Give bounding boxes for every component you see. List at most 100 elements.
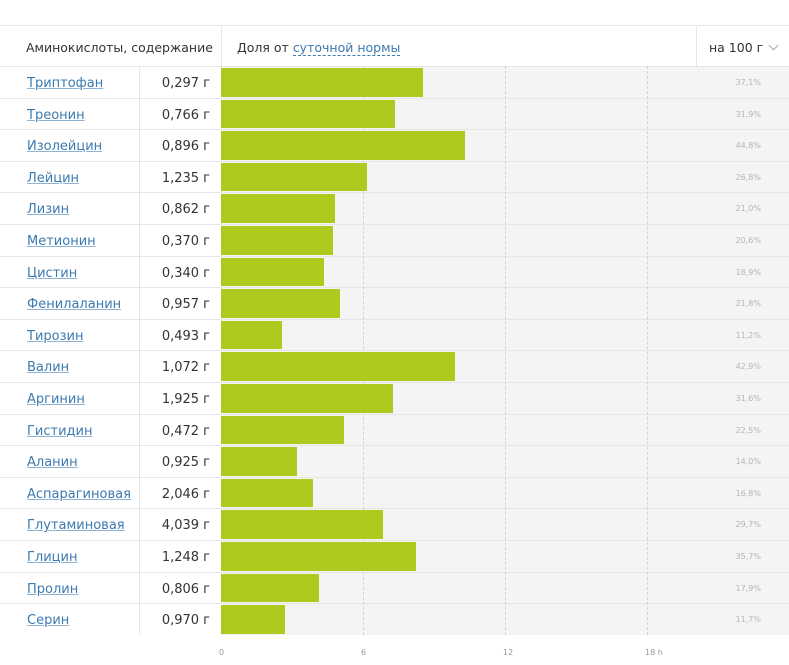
amino-acid-link[interactable]: Серин bbox=[27, 613, 70, 629]
column-divider bbox=[139, 604, 140, 635]
table-row: Гистидин 0,472 г 22,5% bbox=[0, 413, 789, 446]
amino-acid-amount: 0,957 г bbox=[161, 297, 210, 313]
column-divider bbox=[139, 98, 140, 130]
bar-track bbox=[221, 604, 789, 635]
amino-acid-link[interactable]: Валин bbox=[27, 360, 70, 376]
amino-acid-link[interactable]: Метионин bbox=[27, 234, 96, 249]
bar-track bbox=[221, 446, 789, 477]
amino-acid-link[interactable]: Аланин bbox=[27, 455, 78, 471]
header-amino-acids: Аминокислоты, содержание bbox=[26, 40, 213, 55]
daily-share-label: 21,0% bbox=[735, 204, 761, 214]
daily-share-label: 11,7% bbox=[735, 615, 761, 625]
amino-acid-link[interactable]: Цистин bbox=[27, 265, 78, 281]
table-row: Пролин 0,806 г 17,9% bbox=[0, 571, 789, 604]
daily-share-label: 29,7% bbox=[735, 520, 761, 530]
column-divider bbox=[139, 351, 140, 382]
bar-track bbox=[221, 67, 789, 98]
header-divider bbox=[696, 26, 697, 66]
column-divider bbox=[139, 319, 140, 351]
header-divider bbox=[221, 26, 222, 66]
column-divider bbox=[139, 383, 140, 414]
bar-track bbox=[221, 383, 789, 414]
x-tick-label: 0 bbox=[219, 648, 225, 657]
amino-acid-link[interactable]: Изолейцин bbox=[27, 139, 103, 155]
table-row: Метионин 0,370 г 20,6% bbox=[0, 224, 789, 256]
amino-acid-amount: 0,766 г bbox=[161, 107, 210, 123]
bar-track bbox=[221, 225, 789, 256]
amino-acid-link[interactable]: Фенилаланин bbox=[27, 297, 122, 313]
table-header: Аминокислоты, содержание Доля от суточно… bbox=[0, 26, 789, 66]
daily-share-label: 20,6% bbox=[735, 236, 761, 245]
bar-track bbox=[221, 477, 789, 509]
amino-acid-amount: 1,235 г bbox=[161, 170, 210, 186]
daily-share-label: 14,0% bbox=[735, 457, 761, 467]
table-row: Глицин 1,248 г 35,7% bbox=[0, 540, 789, 572]
column-divider bbox=[139, 446, 140, 477]
bar-track bbox=[221, 98, 789, 130]
amino-acid-link[interactable]: Лейцин bbox=[27, 170, 80, 186]
daily-share-label: 18,9% bbox=[735, 267, 761, 277]
bar-track bbox=[221, 541, 789, 572]
daily-share-label: 37,1% bbox=[735, 78, 761, 87]
column-divider bbox=[139, 477, 140, 509]
column-divider bbox=[139, 414, 140, 446]
table-row: Лизин 0,862 г 21,0% bbox=[0, 192, 789, 224]
daily-share-label: 42,9% bbox=[735, 362, 761, 372]
daily-share-label: 44,8% bbox=[735, 141, 761, 151]
table-row: Серин 0,970 г 11,7% bbox=[0, 603, 789, 635]
amino-acid-amount: 0,370 г bbox=[161, 234, 210, 249]
amino-acid-amount: 1,248 г bbox=[161, 550, 210, 565]
bar-track bbox=[221, 414, 789, 446]
amino-acid-link[interactable]: Глутаминовая bbox=[27, 518, 125, 534]
header-daily-share-prefix: Доля от bbox=[237, 40, 293, 55]
amino-acid-amount: 1,925 г bbox=[161, 392, 210, 407]
amino-acid-amount: 2,046 г bbox=[161, 486, 210, 502]
top-divider bbox=[0, 25, 789, 26]
table-row: Аланин 0,925 г 14,0% bbox=[0, 445, 789, 477]
amino-acid-link[interactable]: Пролин bbox=[27, 581, 79, 597]
amino-acid-link[interactable]: Триптофан bbox=[27, 76, 104, 91]
amino-acid-link[interactable]: Треонин bbox=[27, 107, 85, 123]
bar-track bbox=[221, 193, 789, 224]
column-divider bbox=[139, 225, 140, 256]
amino-acid-amount: 4,039 г bbox=[161, 518, 210, 534]
amino-acid-amount: 0,806 г bbox=[161, 581, 210, 597]
amino-acid-link[interactable]: Глицин bbox=[27, 550, 78, 565]
amino-acid-amount: 0,297 г bbox=[161, 76, 210, 91]
table-row: Аргинин 1,925 г 31,6% bbox=[0, 382, 789, 414]
amino-acid-link[interactable]: Лизин bbox=[27, 202, 70, 218]
column-divider bbox=[139, 161, 140, 193]
amino-acid-link[interactable]: Тирозин bbox=[27, 328, 84, 344]
daily-norm-link[interactable]: суточной нормы bbox=[292, 40, 401, 56]
daily-share-label: 22,5% bbox=[735, 425, 761, 435]
column-divider bbox=[139, 288, 140, 319]
daily-share-label: 31,9% bbox=[735, 109, 761, 119]
amino-acid-link[interactable]: Аспарагиновая bbox=[27, 486, 131, 502]
bar-track bbox=[221, 509, 789, 540]
chevron-down-icon bbox=[768, 40, 779, 51]
bar-track bbox=[221, 572, 789, 604]
column-divider bbox=[139, 256, 140, 288]
amino-acid-amount: 1,072 г bbox=[161, 360, 210, 376]
amino-acid-link[interactable]: Гистидин bbox=[27, 423, 93, 439]
header-daily-share: Доля от суточной нормы bbox=[237, 40, 401, 56]
table-row: Аспарагиновая 2,046 г 16,8% bbox=[0, 476, 789, 509]
x-tick-label: 18 h bbox=[645, 648, 663, 657]
daily-share-label: 26,8% bbox=[735, 172, 761, 182]
bar-track bbox=[221, 288, 789, 319]
table-row: Треонин 0,766 г 31,9% bbox=[0, 97, 789, 130]
table-row: Цистин 0,340 г 18,9% bbox=[0, 255, 789, 288]
bar-track bbox=[221, 161, 789, 193]
column-divider bbox=[139, 130, 140, 161]
daily-share-label: 16,8% bbox=[735, 488, 761, 498]
daily-share-label: 21,8% bbox=[735, 299, 761, 309]
column-divider bbox=[139, 541, 140, 572]
daily-share-label: 31,6% bbox=[735, 394, 761, 403]
bar-track bbox=[221, 130, 789, 161]
amino-acid-link[interactable]: Аргинин bbox=[27, 392, 85, 407]
column-divider bbox=[139, 572, 140, 604]
daily-share-label: 11,2% bbox=[735, 330, 761, 340]
portion-select[interactable]: на 100 г bbox=[709, 40, 779, 55]
column-divider bbox=[139, 67, 140, 98]
amino-acid-amount: 0,896 г bbox=[161, 139, 210, 155]
